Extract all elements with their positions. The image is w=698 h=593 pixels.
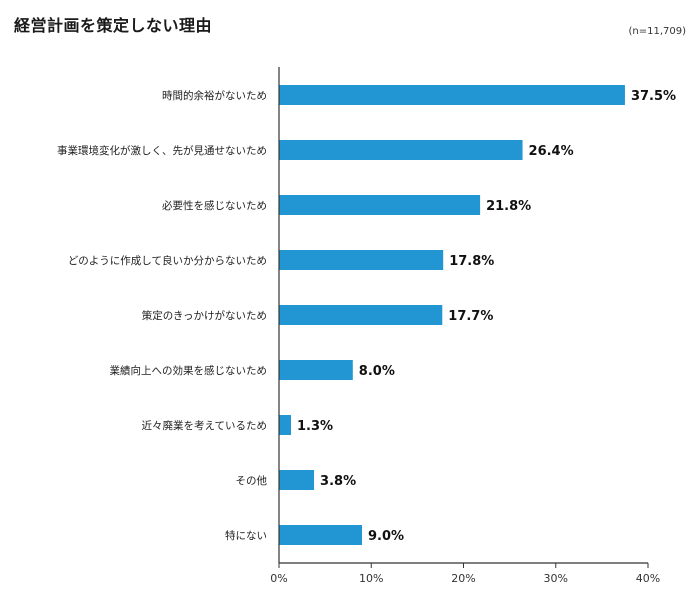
category-label: 近々廃業を考えているため [142, 419, 267, 432]
bar-3 [279, 195, 481, 215]
value-label: 21.8% [486, 199, 531, 214]
chart-title: 経営計画を策定しない理由 [14, 16, 213, 35]
category-label: 特にない [225, 530, 267, 542]
bar-2 [279, 140, 523, 160]
category-label: その他 [236, 474, 268, 487]
value-label: 3.8% [320, 474, 356, 489]
x-tick-label: 20% [451, 572, 475, 585]
bar-4 [279, 250, 444, 270]
sample-size-note: (n=11,709) [628, 26, 686, 37]
value-label: 17.8% [449, 254, 494, 269]
x-tick-label: 40% [636, 572, 660, 585]
value-label: 1.3% [297, 419, 333, 434]
bar-6 [279, 360, 353, 380]
category-label: 事業環境変化が激しく、先が見通せないため [57, 144, 267, 157]
bar-1 [279, 85, 625, 105]
category-label: 必要性を感じないため [162, 199, 267, 212]
bar-8 [279, 470, 315, 490]
value-label: 37.5% [631, 89, 676, 104]
bar-5 [279, 305, 443, 325]
value-label: 9.0% [368, 529, 404, 544]
category-label: 業績向上への効果を感じないため [110, 364, 268, 377]
x-tick-label: 0% [270, 572, 287, 585]
category-label: 時間的余裕がないため [162, 89, 267, 102]
category-label: どのように作成して良いか分からないため [68, 254, 267, 267]
bar-9 [279, 525, 363, 545]
x-tick-label: 10% [359, 572, 383, 585]
category-label: 策定のきっかけがないため [142, 309, 267, 322]
value-label: 17.7% [448, 309, 493, 324]
x-tick-label: 30% [544, 572, 568, 585]
value-label: 26.4% [529, 144, 574, 159]
bar-7 [279, 415, 291, 435]
value-label: 8.0% [359, 364, 395, 379]
